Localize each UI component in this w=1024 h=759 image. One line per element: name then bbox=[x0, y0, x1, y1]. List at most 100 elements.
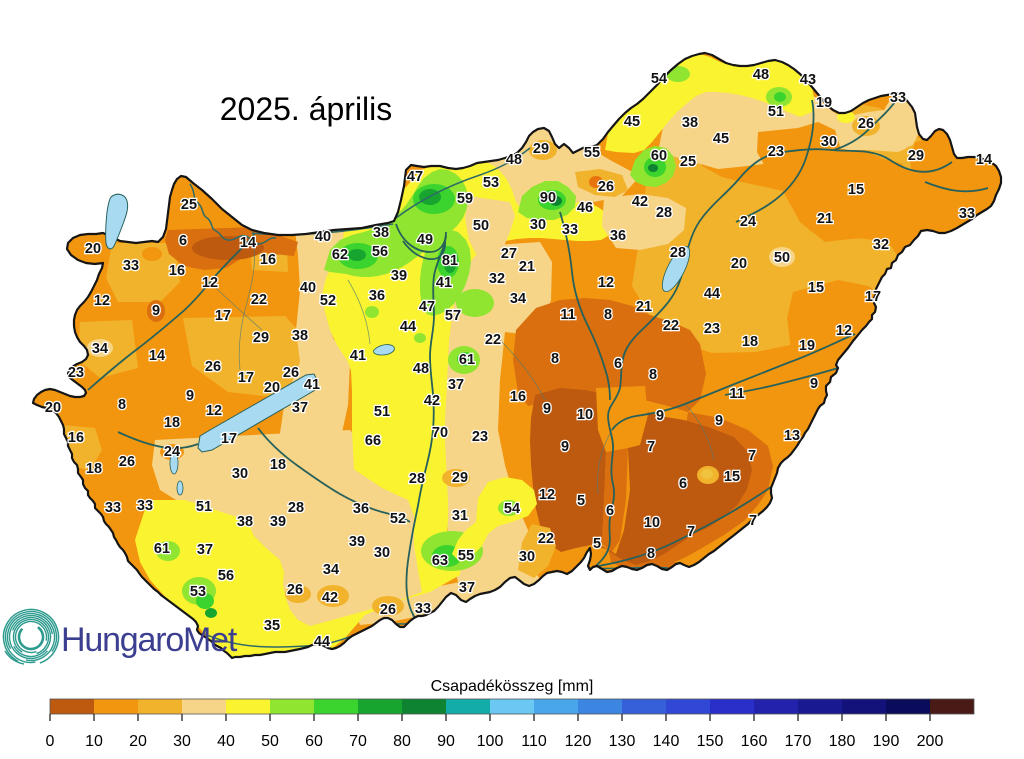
svg-text:21: 21 bbox=[817, 211, 833, 227]
svg-text:37: 37 bbox=[292, 400, 308, 416]
svg-text:18: 18 bbox=[86, 461, 102, 477]
svg-text:8: 8 bbox=[551, 351, 559, 367]
svg-text:30: 30 bbox=[374, 545, 390, 561]
svg-text:43: 43 bbox=[800, 72, 816, 88]
svg-text:26: 26 bbox=[287, 582, 303, 598]
svg-text:29: 29 bbox=[533, 141, 549, 157]
svg-text:7: 7 bbox=[749, 513, 757, 529]
svg-text:200: 200 bbox=[917, 733, 944, 750]
svg-text:0: 0 bbox=[46, 733, 55, 750]
svg-text:22: 22 bbox=[485, 332, 501, 348]
svg-text:HungaroMet: HungaroMet bbox=[61, 621, 238, 659]
svg-text:7: 7 bbox=[647, 439, 655, 455]
svg-text:20: 20 bbox=[264, 380, 280, 396]
svg-text:66: 66 bbox=[365, 433, 381, 449]
svg-text:55: 55 bbox=[458, 548, 474, 564]
svg-text:37: 37 bbox=[448, 377, 464, 393]
svg-text:9: 9 bbox=[561, 439, 569, 455]
svg-text:63: 63 bbox=[432, 553, 448, 569]
svg-text:48: 48 bbox=[506, 152, 522, 168]
svg-text:30: 30 bbox=[519, 549, 535, 565]
svg-text:8: 8 bbox=[118, 397, 126, 413]
svg-text:40: 40 bbox=[217, 733, 235, 750]
svg-text:41: 41 bbox=[436, 275, 452, 291]
svg-text:18: 18 bbox=[164, 415, 180, 431]
svg-text:33: 33 bbox=[959, 206, 975, 222]
svg-text:6: 6 bbox=[606, 503, 614, 519]
svg-text:20: 20 bbox=[731, 256, 747, 272]
svg-text:22: 22 bbox=[538, 531, 554, 547]
svg-text:29: 29 bbox=[253, 330, 269, 346]
svg-text:60: 60 bbox=[305, 733, 323, 750]
svg-text:17: 17 bbox=[221, 431, 237, 447]
svg-text:11: 11 bbox=[729, 386, 744, 402]
svg-text:37: 37 bbox=[459, 580, 475, 596]
svg-text:30: 30 bbox=[530, 217, 546, 233]
svg-text:9: 9 bbox=[810, 376, 818, 392]
svg-text:25: 25 bbox=[680, 154, 696, 170]
svg-text:31: 31 bbox=[452, 508, 468, 524]
svg-text:10: 10 bbox=[577, 407, 593, 423]
svg-text:36: 36 bbox=[369, 288, 385, 304]
svg-text:25: 25 bbox=[181, 197, 197, 213]
svg-text:6: 6 bbox=[179, 233, 187, 249]
svg-text:17: 17 bbox=[215, 308, 231, 324]
svg-text:7: 7 bbox=[748, 448, 756, 464]
svg-text:16: 16 bbox=[260, 252, 276, 268]
svg-text:100: 100 bbox=[477, 733, 504, 750]
svg-text:26: 26 bbox=[119, 454, 135, 470]
svg-text:23: 23 bbox=[704, 321, 720, 337]
svg-text:44: 44 bbox=[400, 319, 416, 335]
svg-text:34: 34 bbox=[92, 341, 108, 357]
svg-text:21: 21 bbox=[519, 259, 535, 275]
svg-text:20: 20 bbox=[45, 400, 61, 416]
svg-text:34: 34 bbox=[323, 562, 339, 578]
svg-text:8: 8 bbox=[604, 307, 612, 323]
svg-text:16: 16 bbox=[68, 430, 84, 446]
svg-text:8: 8 bbox=[647, 546, 655, 562]
svg-text:110: 110 bbox=[521, 733, 547, 750]
svg-text:13: 13 bbox=[784, 428, 800, 444]
svg-text:36: 36 bbox=[353, 501, 369, 517]
svg-text:23: 23 bbox=[768, 144, 784, 160]
svg-text:190: 190 bbox=[873, 733, 900, 750]
svg-text:28: 28 bbox=[409, 471, 425, 487]
svg-text:51: 51 bbox=[768, 104, 784, 120]
svg-text:28: 28 bbox=[288, 500, 304, 516]
svg-text:10: 10 bbox=[85, 733, 103, 750]
svg-text:42: 42 bbox=[632, 194, 648, 210]
svg-text:44: 44 bbox=[704, 286, 720, 302]
svg-text:47: 47 bbox=[407, 169, 423, 185]
svg-text:70: 70 bbox=[432, 425, 448, 441]
svg-text:38: 38 bbox=[682, 115, 698, 131]
svg-text:17: 17 bbox=[238, 370, 254, 386]
svg-text:30: 30 bbox=[821, 134, 837, 150]
svg-text:38: 38 bbox=[292, 328, 308, 344]
svg-text:61: 61 bbox=[154, 541, 170, 557]
svg-text:30: 30 bbox=[173, 733, 191, 750]
svg-text:22: 22 bbox=[251, 292, 267, 308]
svg-text:61: 61 bbox=[459, 352, 475, 368]
svg-text:33: 33 bbox=[562, 222, 578, 238]
svg-text:19: 19 bbox=[799, 338, 815, 354]
svg-text:22: 22 bbox=[663, 318, 679, 334]
svg-text:33: 33 bbox=[137, 498, 153, 514]
svg-text:14: 14 bbox=[149, 348, 165, 364]
svg-text:17: 17 bbox=[865, 289, 881, 305]
svg-text:15: 15 bbox=[724, 469, 740, 485]
svg-text:40: 40 bbox=[300, 280, 316, 296]
svg-text:51: 51 bbox=[196, 499, 212, 515]
svg-text:18: 18 bbox=[270, 457, 286, 473]
svg-text:6: 6 bbox=[614, 356, 622, 372]
svg-text:18: 18 bbox=[742, 334, 758, 350]
svg-text:5: 5 bbox=[593, 536, 601, 552]
svg-text:16: 16 bbox=[510, 389, 526, 405]
svg-text:20: 20 bbox=[129, 733, 147, 750]
svg-text:53: 53 bbox=[190, 584, 206, 600]
svg-text:26: 26 bbox=[598, 179, 614, 195]
svg-text:14: 14 bbox=[240, 235, 256, 251]
svg-text:49: 49 bbox=[417, 232, 433, 248]
svg-text:47: 47 bbox=[419, 299, 435, 315]
svg-text:46: 46 bbox=[577, 200, 593, 216]
svg-text:12: 12 bbox=[202, 275, 218, 291]
